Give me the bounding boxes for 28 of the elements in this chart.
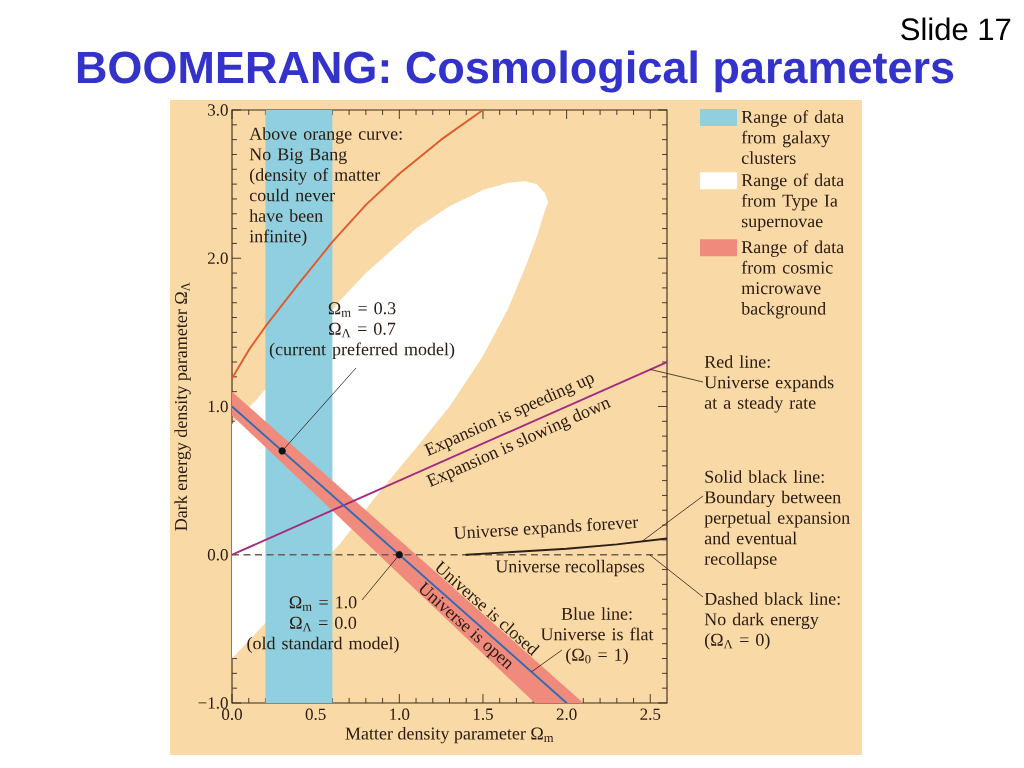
y-tick-label: 2.0 (207, 252, 228, 265)
x-tick-label: 1.0 (390, 708, 410, 721)
y-axis-title: Dark energy density parameter Ω$_{Λ}$ (174, 282, 191, 531)
annotation: Ω$_{m}$ = 0.3 Ω$_{Λ}$ = 0.7 (current preferred model) (269, 302, 455, 359)
text: Slide 17 (901, 17, 1011, 41)
legend-label: Range of data from cosmic microwave background (741, 240, 844, 319)
annotation: Red line: Universe expands at a steady rate (704, 355, 834, 413)
annotation: Solid black line: Boundary between perpetual expansion and eventual recollapse (704, 470, 850, 569)
legend-label: Range of data from Type Ia supernovae (741, 173, 844, 231)
legend-label: Range of data from galaxy clusters (741, 110, 844, 165)
chart-title: BOOMERANG: Cosmological parameters (77, 50, 954, 93)
annotation: Blue line: Universe is flat (Ω$_{0}$ = 1) (540, 607, 654, 665)
x-tick-label: 0.5 (305, 708, 326, 721)
line-series (232, 109, 484, 380)
x-tick-label: 1.5 (473, 708, 493, 720)
annotation: Ω$_{m}$ = 1.0 Ω$_{Λ}$ = 0.0 (old standard model) (247, 596, 399, 653)
annotation: Universe recollapses (495, 559, 645, 577)
y-tick-label: 3.0 (208, 104, 228, 116)
annotation: Above orange curve: No Big Bang (density of matter could never have been infinite) (249, 127, 402, 247)
x-axis-title: Matter density parameter Ω$_{m}$ (345, 726, 554, 744)
x-tick-label: 2.0 (556, 708, 577, 721)
x-tick-label: 0.0 (222, 708, 242, 721)
y-tick-label: 1.0 (208, 400, 228, 413)
ref-line-label: Dashed black line: No dark energy (Ω$_{Λ}$ = 0) (704, 592, 840, 650)
annotation: Universe expands forever (453, 518, 639, 539)
y-tick-label: 0.0 (207, 548, 228, 561)
x-tick-label: 2.5 (640, 708, 661, 721)
y-tick-label: −1.0 (198, 697, 228, 709)
